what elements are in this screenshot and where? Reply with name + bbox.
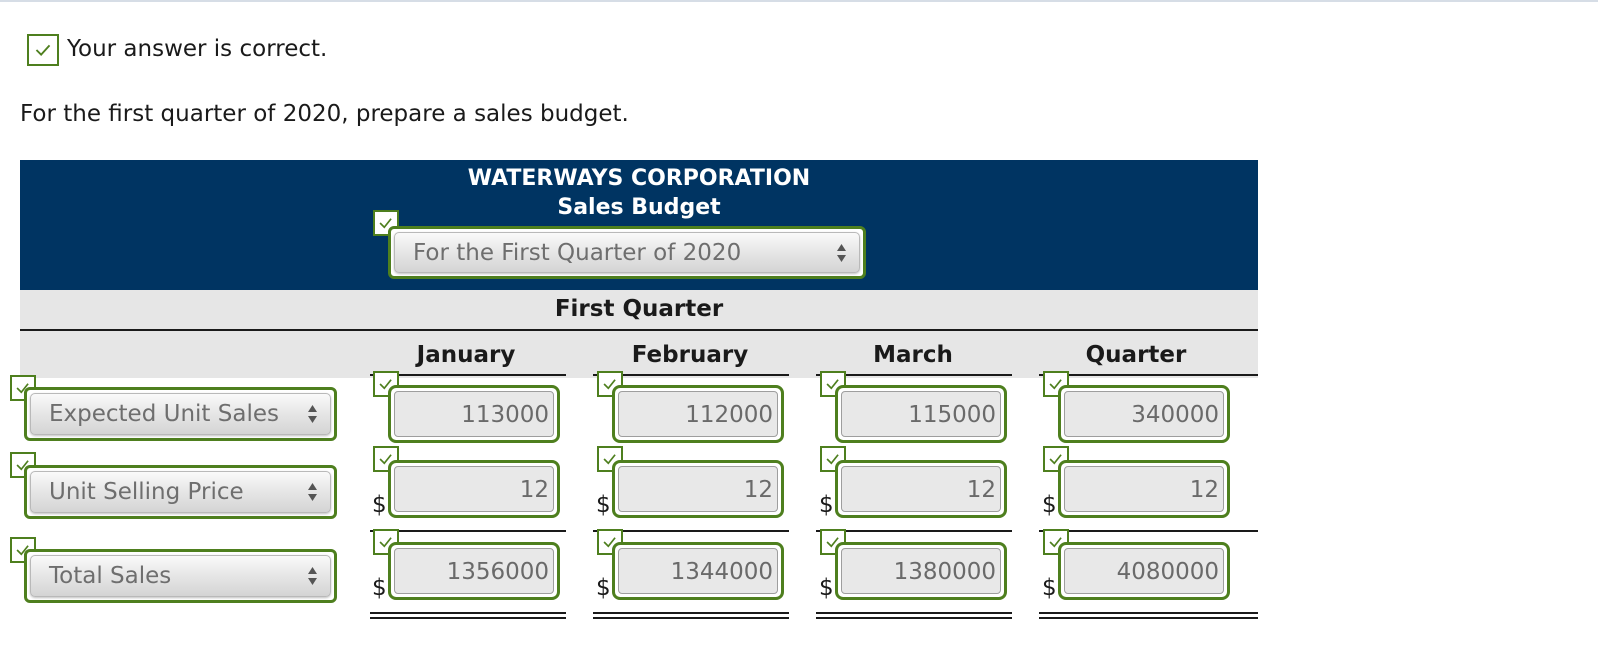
expected-units-february-input[interactable]: 112000 [612,385,784,443]
group-header-rule [20,329,1258,331]
updown-arrows-icon [308,567,317,585]
column-rule [370,374,566,376]
currency-symbol: $ [596,492,611,518]
expected-units-january-input[interactable]: 113000 [388,385,560,443]
double-underline [1039,617,1258,619]
total-rule [370,530,566,532]
row-label-select[interactable]: Unit Selling Price [24,465,337,519]
row-label-select[interactable]: Expected Unit Sales [24,387,337,441]
total-rule [1039,530,1258,532]
column-rule [816,374,1012,376]
total-sales-quarter-input[interactable]: 4080000 [1058,542,1230,600]
period-select[interactable]: For the First Quarter of 2020 [388,226,866,279]
currency-symbol: $ [372,492,387,518]
row-label-value: Unit Selling Price [49,479,244,505]
cell-value: 12 [1189,477,1219,503]
total-sales-february-input[interactable]: 1344000 [612,542,784,600]
double-underline [370,612,566,614]
currency-symbol: $ [819,492,834,518]
double-underline [1039,612,1258,614]
top-divider [0,0,1598,2]
unit-price-january-input[interactable]: 12 [388,460,560,518]
currency-symbol: $ [1042,575,1057,601]
double-underline [816,617,1012,619]
unit-price-march-input[interactable]: 12 [835,460,1007,518]
expected-units-quarter-input[interactable]: 340000 [1058,385,1230,443]
cell-value: 12 [966,477,996,503]
expected-units-march-input[interactable]: 115000 [835,385,1007,443]
cell-value: 340000 [1131,402,1219,428]
cell-value: 112000 [685,402,773,428]
double-underline [593,617,789,619]
unit-price-february-input[interactable]: 12 [612,460,784,518]
column-header-march: March [873,342,953,368]
currency-symbol: $ [819,575,834,601]
row-label-value: Total Sales [49,563,172,589]
updown-arrows-icon [308,405,317,423]
cell-value: 12 [743,477,773,503]
updown-arrows-icon [837,243,846,262]
question-instruction: For the first quarter of 2020, prepare a… [20,101,629,127]
updown-arrows-icon [308,483,317,501]
unit-price-quarter-input[interactable]: 12 [1058,460,1230,518]
correct-check-icon [27,34,59,66]
double-underline [370,617,566,619]
period-select-value: For the First Quarter of 2020 [413,239,742,266]
cell-value: 113000 [461,402,549,428]
cell-check-icon [1043,446,1069,472]
column-header-quarter: Quarter [1085,342,1187,368]
currency-symbol: $ [372,575,387,601]
cell-value: 1356000 [446,559,549,585]
total-sales-march-input[interactable]: 1380000 [835,542,1007,600]
double-underline [593,612,789,614]
cell-value: 4080000 [1116,559,1219,585]
feedback-message: Your answer is correct. [67,36,328,62]
column-header-february: February [631,342,749,368]
cell-value: 1380000 [893,559,996,585]
company-name: WATERWAYS CORPORATION [467,166,811,191]
cell-value: 12 [519,477,549,503]
row-label-value: Expected Unit Sales [49,401,279,427]
total-rule [816,530,1012,532]
row-label-select[interactable]: Total Sales [24,549,337,603]
budget-title: Sales Budget [557,195,721,220]
currency-symbol: $ [596,575,611,601]
double-underline [816,612,1012,614]
cell-value: 1344000 [670,559,773,585]
total-sales-january-input[interactable]: 1356000 [388,542,560,600]
column-rule [1039,374,1258,376]
cell-check-icon [1043,371,1069,397]
currency-symbol: $ [1042,492,1057,518]
column-rule [593,374,789,376]
first-quarter-band [20,290,1258,378]
cell-value: 115000 [908,402,996,428]
total-rule [593,530,789,532]
cell-check-icon [597,371,623,397]
group-header: First Quarter [554,296,724,322]
column-header-january: January [416,342,516,368]
